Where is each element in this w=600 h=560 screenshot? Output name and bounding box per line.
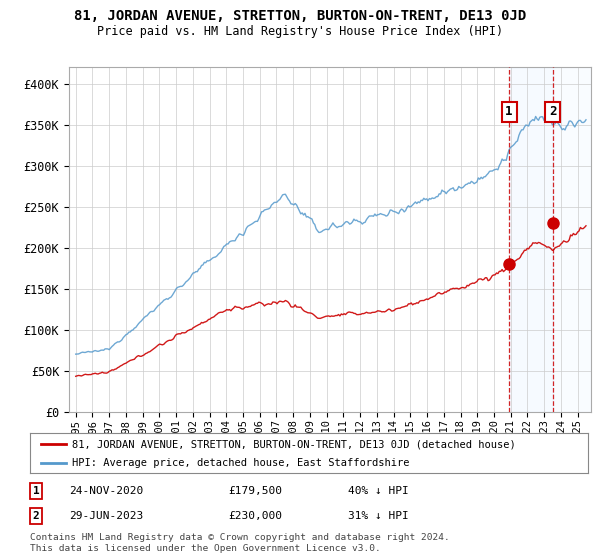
Text: HPI: Average price, detached house, East Staffordshire: HPI: Average price, detached house, East… bbox=[72, 458, 409, 468]
Text: 29-JUN-2023: 29-JUN-2023 bbox=[69, 511, 143, 521]
Text: 40% ↓ HPI: 40% ↓ HPI bbox=[348, 486, 409, 496]
Text: Price paid vs. HM Land Registry's House Price Index (HPI): Price paid vs. HM Land Registry's House … bbox=[97, 25, 503, 38]
Text: 1: 1 bbox=[32, 486, 40, 496]
Bar bbox=[509, 67, 553, 412]
Text: 81, JORDAN AVENUE, STRETTON, BURTON-ON-TRENT, DE13 0JD (detached house): 81, JORDAN AVENUE, STRETTON, BURTON-ON-T… bbox=[72, 439, 515, 449]
Text: 81, JORDAN AVENUE, STRETTON, BURTON-ON-TRENT, DE13 0JD: 81, JORDAN AVENUE, STRETTON, BURTON-ON-T… bbox=[74, 9, 526, 23]
Text: 31% ↓ HPI: 31% ↓ HPI bbox=[348, 511, 409, 521]
Text: £230,000: £230,000 bbox=[228, 511, 282, 521]
Text: 2: 2 bbox=[549, 105, 556, 119]
Text: 24-NOV-2020: 24-NOV-2020 bbox=[69, 486, 143, 496]
Text: 2: 2 bbox=[32, 511, 40, 521]
Bar bbox=[553, 67, 591, 412]
Text: £179,500: £179,500 bbox=[228, 486, 282, 496]
Text: 1: 1 bbox=[505, 105, 513, 119]
Text: Contains HM Land Registry data © Crown copyright and database right 2024.
This d: Contains HM Land Registry data © Crown c… bbox=[30, 533, 450, 553]
